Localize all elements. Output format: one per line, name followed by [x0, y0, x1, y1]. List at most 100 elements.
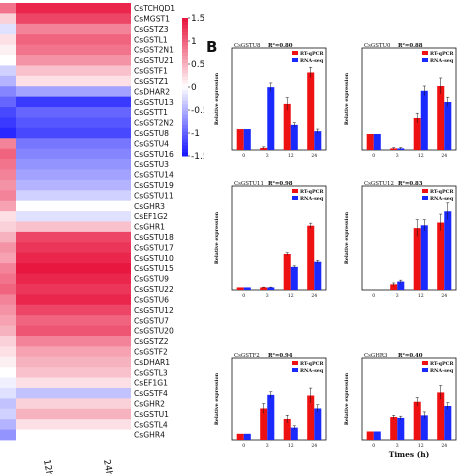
heatmap-cell [16, 398, 131, 410]
x-tick-label: 0 [372, 293, 375, 299]
legend-label-rnaseq: RNA-seq [430, 58, 454, 64]
panel-r2: R²=0.80 [268, 42, 293, 49]
heatmap-cell [0, 13, 16, 25]
gene-label: CsGSTU8 [134, 129, 169, 138]
panel-r2: R²=0.94 [268, 352, 293, 359]
y-axis-label: Relative expression [214, 72, 220, 125]
legend-swatch [182, 131, 188, 136]
heatmap-cell [0, 148, 16, 160]
gene-label: CsGSTU10 [134, 254, 174, 263]
bar-rtqpcr [390, 417, 398, 440]
bar-rnaseq [290, 124, 298, 150]
legend-swatch [182, 45, 188, 50]
legend-swatch [182, 97, 188, 102]
x-tick-label: 24 [441, 153, 447, 159]
heatmap-cell [16, 148, 131, 160]
heatmap-cell [0, 252, 16, 264]
legend-swatch [182, 90, 188, 95]
bar-rtqpcr [307, 225, 315, 290]
bar-rtqpcr [390, 284, 398, 290]
heatmap-cell [0, 200, 16, 212]
heatmap-cell [0, 242, 16, 254]
x-tick-label: 24 [311, 293, 317, 299]
legend-swatch [182, 104, 188, 109]
legend-label-rtqpcr: RT-qPCR [300, 361, 324, 367]
bar-rnaseq [444, 211, 452, 290]
gene-label: CsDHAR1 [134, 358, 170, 367]
legend-swatch-rtqpcr [422, 361, 428, 365]
plot-frame [361, 185, 457, 291]
bar-rnaseq [397, 417, 405, 440]
legend-swatch-rnaseq [292, 368, 298, 372]
legend-swatch [182, 107, 188, 112]
x-tick-label: 3 [266, 153, 269, 159]
gene-label: CsGST2N2 [134, 119, 174, 128]
panel-gene-title: CsGHR3 [364, 353, 388, 359]
plot-frame [361, 357, 457, 441]
heatmap-cell [0, 169, 16, 181]
legend-swatch [182, 80, 188, 85]
heatmap-cell [0, 96, 16, 108]
heatmap-cell [0, 107, 16, 118]
plot-frame [231, 185, 327, 291]
bar-rtqpcr [366, 134, 374, 150]
heatmap-cell [16, 387, 131, 399]
x-tick-label: 0 [242, 293, 245, 299]
x-tick-label: 24 [311, 443, 317, 449]
bar-rtqpcr [260, 287, 268, 290]
gene-label: CsGSTZ3 [134, 25, 169, 34]
bar-rnaseq [420, 415, 428, 440]
heatmap-cell [0, 408, 16, 420]
gene-label: CsGSTL4 [134, 420, 168, 429]
column-label: 12h [41, 459, 54, 474]
legend-label-rtqpcr: RT-qPCR [430, 51, 454, 57]
bar-rnaseq [373, 431, 381, 440]
bar-rtqpcr [283, 418, 291, 440]
x-tick-label: 3 [266, 443, 269, 449]
heatmap-cell [0, 398, 16, 410]
bar-rtqpcr [307, 72, 315, 150]
legend-swatch [182, 66, 188, 71]
heatmap-cell [0, 273, 16, 285]
heatmap-cell [16, 107, 131, 118]
legend-swatch [182, 31, 188, 36]
heatmap-cell [0, 231, 16, 243]
legend-label-rtqpcr: RT-qPCR [430, 361, 454, 367]
heatmap-cell [0, 55, 16, 66]
bar-rtqpcr [366, 431, 374, 440]
heatmap-cell [16, 294, 131, 306]
heatmap-cell [16, 55, 131, 66]
y-axis-label: Relative expression [214, 372, 220, 425]
legend-swatch-rtqpcr [292, 189, 298, 193]
bar-rtqpcr [283, 254, 291, 290]
heatmap-cell [0, 315, 16, 326]
plot-frame [231, 47, 327, 151]
heatmap-cell [16, 75, 131, 87]
heatmap-cell [0, 429, 16, 441]
heatmap-cell [16, 65, 131, 77]
gene-label: CsGST2N1 [134, 46, 174, 55]
gene-label: CsGSTU7 [134, 316, 169, 325]
heatmap-cell [0, 117, 16, 129]
gene-label: CsGSTU14 [134, 171, 174, 180]
x-tick-label: 12 [418, 443, 424, 449]
legend-swatch [182, 42, 188, 47]
heatmap-cell [16, 34, 131, 46]
legend-label-rtqpcr: RT-qPCR [300, 189, 324, 195]
gene-label: CsGSTZ2 [134, 337, 169, 346]
heatmap-cell [16, 138, 131, 150]
panel-r2: R²=0.98 [268, 180, 293, 187]
x-tick-label: 3 [396, 443, 399, 449]
legend-swatch [182, 87, 188, 91]
heatmap-cell [16, 96, 131, 108]
bar-rtqpcr [413, 401, 421, 440]
heatmap-cell [16, 3, 131, 14]
heatmap-cell [16, 377, 131, 389]
heatmap-cell [16, 252, 131, 264]
x-tick-label: 12 [288, 153, 294, 159]
bar-rtqpcr [413, 118, 421, 150]
heatmap: CsTCHQD1CsMGST1CsGSTZ3CsGSTL1CsGST2N1CsG… [0, 3, 175, 474]
bar-rtqpcr [236, 287, 244, 290]
bar-rnaseq [243, 129, 251, 150]
